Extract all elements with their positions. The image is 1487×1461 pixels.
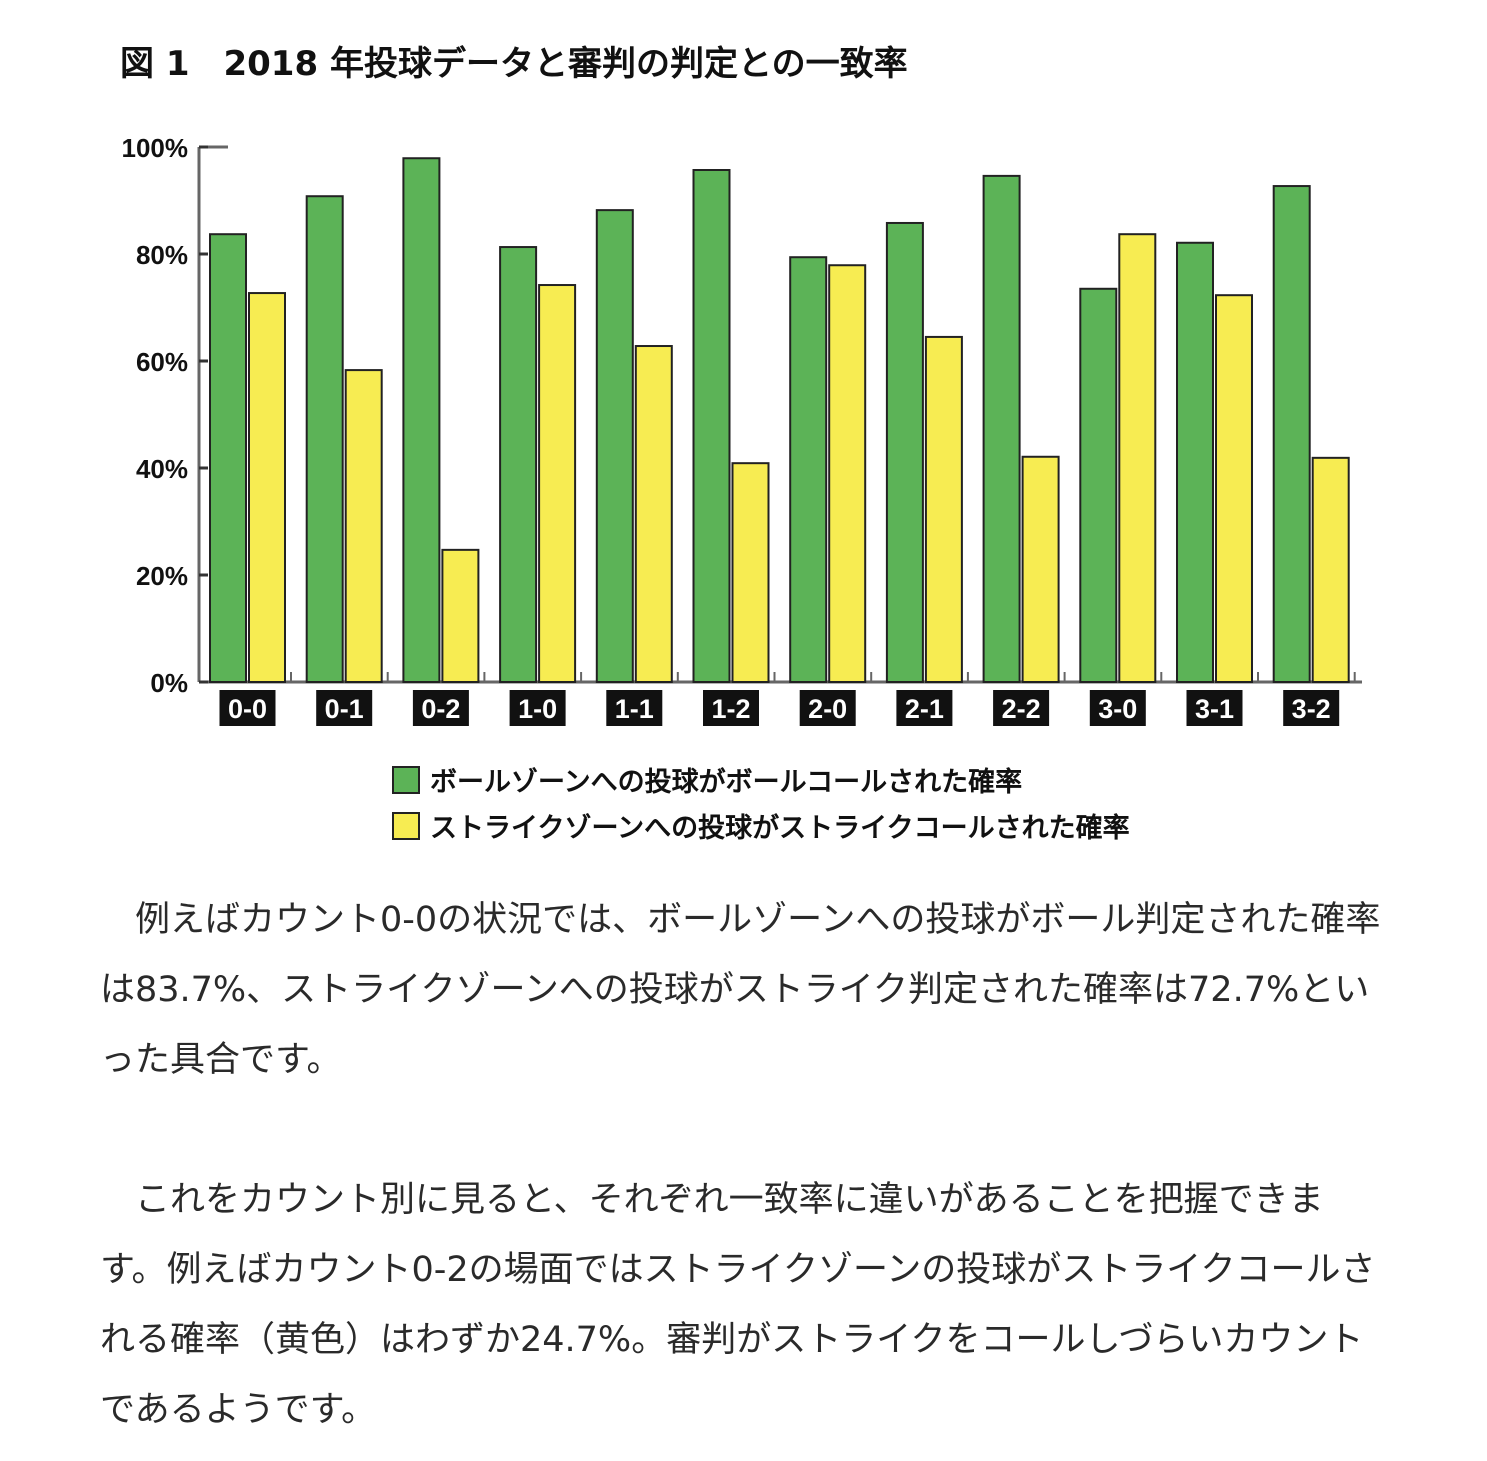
x-tick-label: 2-1 (905, 694, 944, 724)
bar-strike (248, 292, 286, 683)
x-label-box (1283, 690, 1340, 726)
y-tick-label: 100% (122, 133, 189, 163)
x-tick-label: 3-0 (1098, 694, 1137, 724)
bar-ball (1272, 185, 1311, 683)
bar-ball (209, 233, 247, 684)
chart-title: 図 1 2018 年投球データと審判の判定との一致率 (120, 44, 908, 84)
bar-ball (305, 195, 344, 683)
legend-label: ストライクゾーンへの投球がストライクコールされた確率 (430, 813, 1130, 844)
x-label-box (799, 690, 856, 726)
x-label-box (703, 690, 759, 726)
legend-item-strike: ストライクゾーンへの投球がストライクコールされた確率 (392, 806, 1130, 845)
bar-strike (731, 462, 770, 683)
x-tick-label: 0-0 (228, 694, 267, 724)
x-tick-label: 0-1 (325, 694, 364, 724)
legend-swatch-yellow (392, 811, 420, 840)
x-label-box (1089, 690, 1146, 726)
bar-ball (885, 221, 924, 683)
x-tick-label: 1-0 (518, 694, 557, 724)
bar-strike (344, 369, 383, 683)
x-label-box (896, 690, 953, 726)
legend-label: ボールゾーンへの投球がボールコールされた確率 (430, 767, 1023, 798)
bar-ball (1176, 241, 1214, 683)
bar-strike (1021, 455, 1060, 684)
paragraph: これをカウント別に見ると、それぞれ一致率に違いがあることを把握できます。例えばカ… (100, 1180, 1376, 1430)
x-tick-label: 3-2 (1292, 694, 1331, 724)
bar-strike (634, 345, 673, 683)
y-tick-label: 20% (136, 561, 188, 591)
x-tick-label: 0-2 (421, 694, 460, 724)
x-tick-label: 1-2 (711, 694, 750, 724)
bar-ball (789, 256, 828, 683)
x-label-box (606, 690, 663, 726)
x-tick-label: 3-1 (1195, 694, 1234, 724)
x-tick-label: 2-0 (808, 694, 847, 724)
bar-ball (499, 246, 538, 683)
bar-strike (441, 548, 480, 683)
bar-ball (1079, 287, 1118, 683)
y-tick-label: 40% (136, 454, 188, 484)
x-tick-label: 1-1 (615, 694, 654, 724)
legend-item-ball: ボールゾーンへの投球がボールコールされた確率 (392, 760, 1022, 799)
bar-ball (402, 157, 441, 684)
bar-ball (595, 209, 634, 683)
x-label-box (1186, 690, 1243, 726)
x-label-box (316, 690, 373, 726)
bar-chart: 0% 20% 40% 60% 80% 100% 0-0 0-1 0-2 1-0 1-1 1-2 2-0 2… (122, 133, 1362, 726)
x-label-box (993, 690, 1050, 726)
bar-ball (982, 174, 1021, 683)
x-label-box (509, 690, 566, 726)
bar-strike (1215, 294, 1253, 683)
x-tick-label: 2-2 (1002, 694, 1041, 724)
paragraph: 例えばカウント0-0の状況では、ボールゾーンへの投球がボール判定された確率は83… (100, 900, 1381, 1080)
y-tick-label: 0% (150, 668, 188, 698)
bar-strike (924, 335, 963, 683)
y-tick-label: 80% (136, 240, 188, 270)
legend-swatch-green (392, 765, 420, 794)
bar-ball (692, 169, 731, 683)
bar-strike (828, 264, 867, 683)
y-tick-label: 60% (136, 347, 188, 377)
bar-strike (538, 284, 577, 683)
bar-strike (1118, 233, 1157, 684)
bar-strike (1311, 456, 1350, 683)
x-label-box (219, 690, 276, 726)
x-label-box (412, 690, 469, 726)
